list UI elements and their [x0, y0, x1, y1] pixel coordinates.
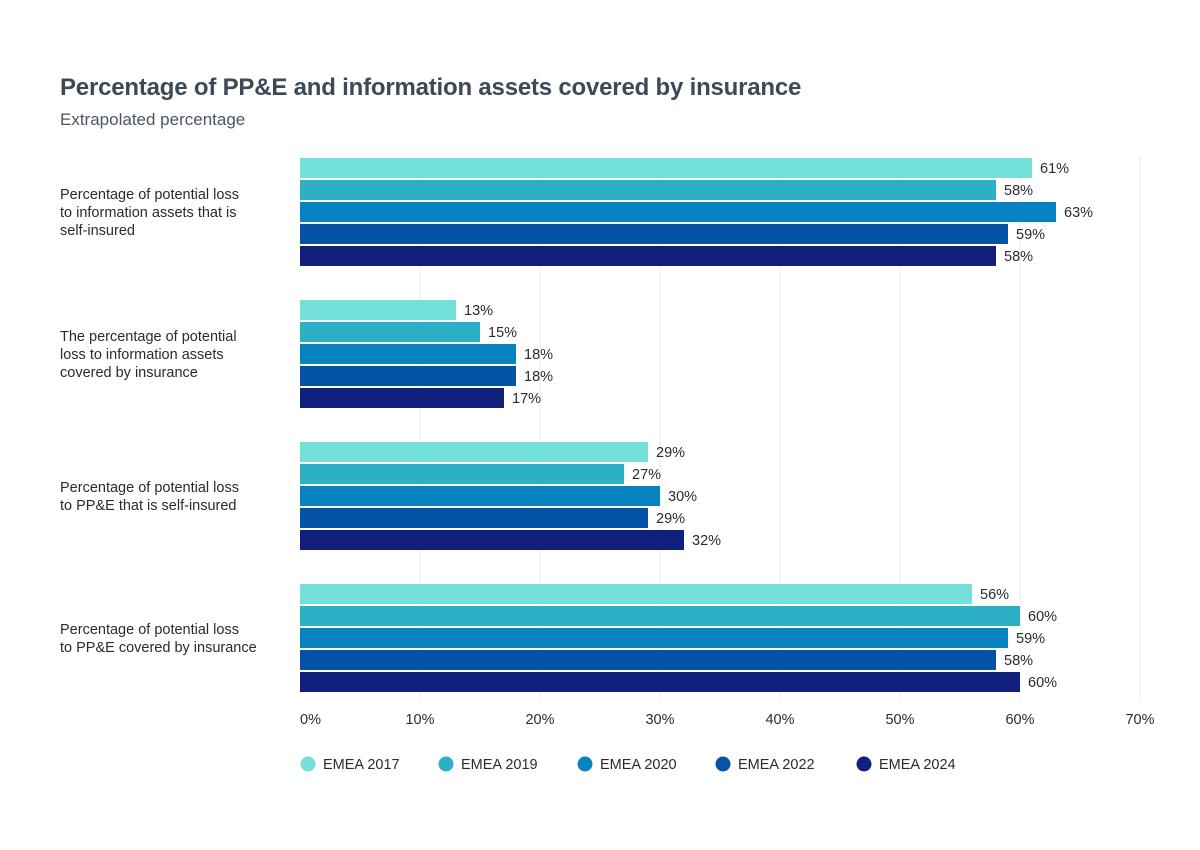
x-tick-label: 10%: [405, 712, 434, 728]
legend-swatch: [577, 756, 593, 772]
bar: [300, 202, 1056, 222]
category-label: Percentage of potential loss to PP&E cove…: [60, 622, 257, 656]
bar: [300, 486, 660, 506]
data-label: 29%: [656, 511, 685, 527]
data-label: 18%: [524, 347, 553, 363]
category-label: Percentage of potential loss to informati…: [60, 187, 239, 239]
chart-subtitle: Extrapolated percentage: [60, 110, 246, 129]
bar: [300, 442, 648, 462]
data-label: 56%: [980, 587, 1009, 603]
legend-swatch: [300, 756, 316, 772]
legend-label: EMEA 2019: [461, 757, 538, 773]
category-label-line: Percentage of potential loss: [60, 622, 239, 638]
legend-label: EMEA 2017: [323, 757, 400, 773]
bar: [300, 246, 996, 266]
category-label-line: Percentage of potential loss: [60, 187, 239, 203]
bar: [300, 584, 972, 604]
bar: [300, 628, 1008, 648]
bar: [300, 672, 1020, 692]
category-label-line: covered by insurance: [60, 365, 198, 381]
category-label-line: to PP&E that is self-insured: [60, 498, 237, 514]
chart-title: Percentage of PP&E and information asset…: [60, 74, 802, 101]
bar: [300, 650, 996, 670]
x-axis: 0% 10% 20% 30% 40% 50% 60% 70%: [300, 712, 1155, 728]
bar: [300, 158, 1032, 178]
data-label: 60%: [1028, 609, 1057, 625]
bar: [300, 366, 516, 386]
x-tick-label: 40%: [765, 712, 794, 728]
data-label: 59%: [1016, 227, 1045, 243]
legend-swatch: [856, 756, 872, 772]
legend-item: EMEA 2017: [300, 756, 400, 773]
data-label: 60%: [1028, 675, 1057, 691]
bar: [300, 300, 456, 320]
data-label: 63%: [1064, 205, 1093, 221]
data-label: 18%: [524, 369, 553, 385]
category-label: Percentage of potential loss to PP&E that…: [60, 480, 239, 514]
category-labels: Percentage of potential loss to informati…: [60, 187, 257, 656]
legend-item: EMEA 2024: [856, 756, 956, 773]
legend-label: EMEA 2020: [600, 757, 677, 773]
bar: [300, 180, 996, 200]
legend-swatch: [438, 756, 454, 772]
bar: [300, 388, 504, 408]
bar: [300, 224, 1008, 244]
category-label: The percentage of potential loss to infor…: [60, 329, 237, 381]
data-label: 59%: [1016, 631, 1045, 647]
bar: [300, 508, 648, 528]
bar: [300, 322, 480, 342]
bar: [300, 530, 684, 550]
category-label-line: loss to information assets: [60, 347, 224, 363]
category-label-line: Percentage of potential loss: [60, 480, 239, 496]
x-tick-label: 70%: [1125, 712, 1154, 728]
category-label-line: self-insured: [60, 223, 135, 239]
category-label-line: to PP&E covered by insurance: [60, 640, 257, 656]
data-label: 15%: [488, 325, 517, 341]
data-label: 29%: [656, 445, 685, 461]
legend-label: EMEA 2024: [879, 757, 956, 773]
bar: [300, 606, 1020, 626]
data-label: 13%: [464, 303, 493, 319]
legend-item: EMEA 2019: [438, 756, 538, 773]
x-tick-label: 60%: [1005, 712, 1034, 728]
data-label: 58%: [1004, 653, 1033, 669]
bar: [300, 344, 516, 364]
x-tick-label: 30%: [645, 712, 674, 728]
legend-item: EMEA 2020: [577, 756, 677, 773]
x-tick-label: 0%: [300, 712, 321, 728]
data-label: 27%: [632, 467, 661, 483]
bars: 61% 13% 29% 56% 58% 15% 27% 60% 63% 18% 30% 59% 59% 1…: [300, 158, 1093, 692]
category-label-line: The percentage of potential: [60, 329, 237, 345]
data-label: 61%: [1040, 161, 1069, 177]
data-label: 58%: [1004, 249, 1033, 265]
bar: [300, 464, 624, 484]
legend-item: EMEA 2022: [715, 756, 815, 773]
data-label: 32%: [692, 533, 721, 549]
data-label: 17%: [512, 391, 541, 407]
x-tick-label: 50%: [885, 712, 914, 728]
legend: EMEA 2017 EMEA 2019 EMEA 2020 EMEA 2022 EMEA…: [300, 756, 956, 773]
legend-swatch: [715, 756, 731, 772]
data-label: 30%: [668, 489, 697, 505]
category-label-line: to information assets that is: [60, 205, 237, 221]
legend-label: EMEA 2022: [738, 757, 815, 773]
data-label: 58%: [1004, 183, 1033, 199]
x-tick-label: 20%: [525, 712, 554, 728]
